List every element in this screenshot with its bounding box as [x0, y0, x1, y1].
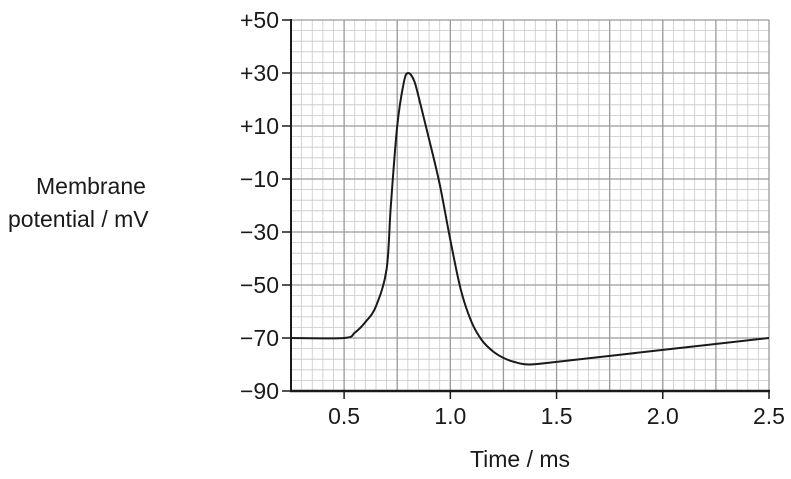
- y-tick-label: +30: [240, 60, 279, 86]
- x-tick-label: 2.5: [753, 403, 785, 429]
- y-axis-label: Membrane potential / mV: [0, 170, 210, 236]
- major-grid: [290, 19, 770, 392]
- y-tick-label: −10: [240, 166, 279, 192]
- y-tick-label: −70: [240, 325, 279, 351]
- x-tick-label: 1.0: [434, 403, 466, 429]
- x-tick-label: 0.5: [328, 403, 360, 429]
- ticks: +50 +30 +10 −10 −30 −50 −70 −90 0.5 1.0 1.5 2.0 2.5: [240, 7, 785, 429]
- axes: [290, 19, 770, 393]
- y-tick-label: −90: [240, 378, 279, 404]
- y-tick-label: +50: [240, 7, 279, 33]
- x-tick-label: 1.5: [541, 403, 573, 429]
- y-axis-label-line-1: Membrane: [36, 173, 146, 199]
- y-axis-label-line-2: potential / mV: [8, 206, 149, 232]
- x-axis-label: Time / ms: [469, 446, 571, 472]
- y-tick-label: −30: [240, 219, 279, 245]
- y-tick-label: +10: [240, 113, 279, 139]
- series-line: [290, 71, 770, 366]
- y-tick-label: −50: [240, 272, 279, 298]
- series-group: [290, 71, 770, 366]
- minor-grid: [290, 19, 770, 392]
- x-tick-label: 2.0: [647, 403, 679, 429]
